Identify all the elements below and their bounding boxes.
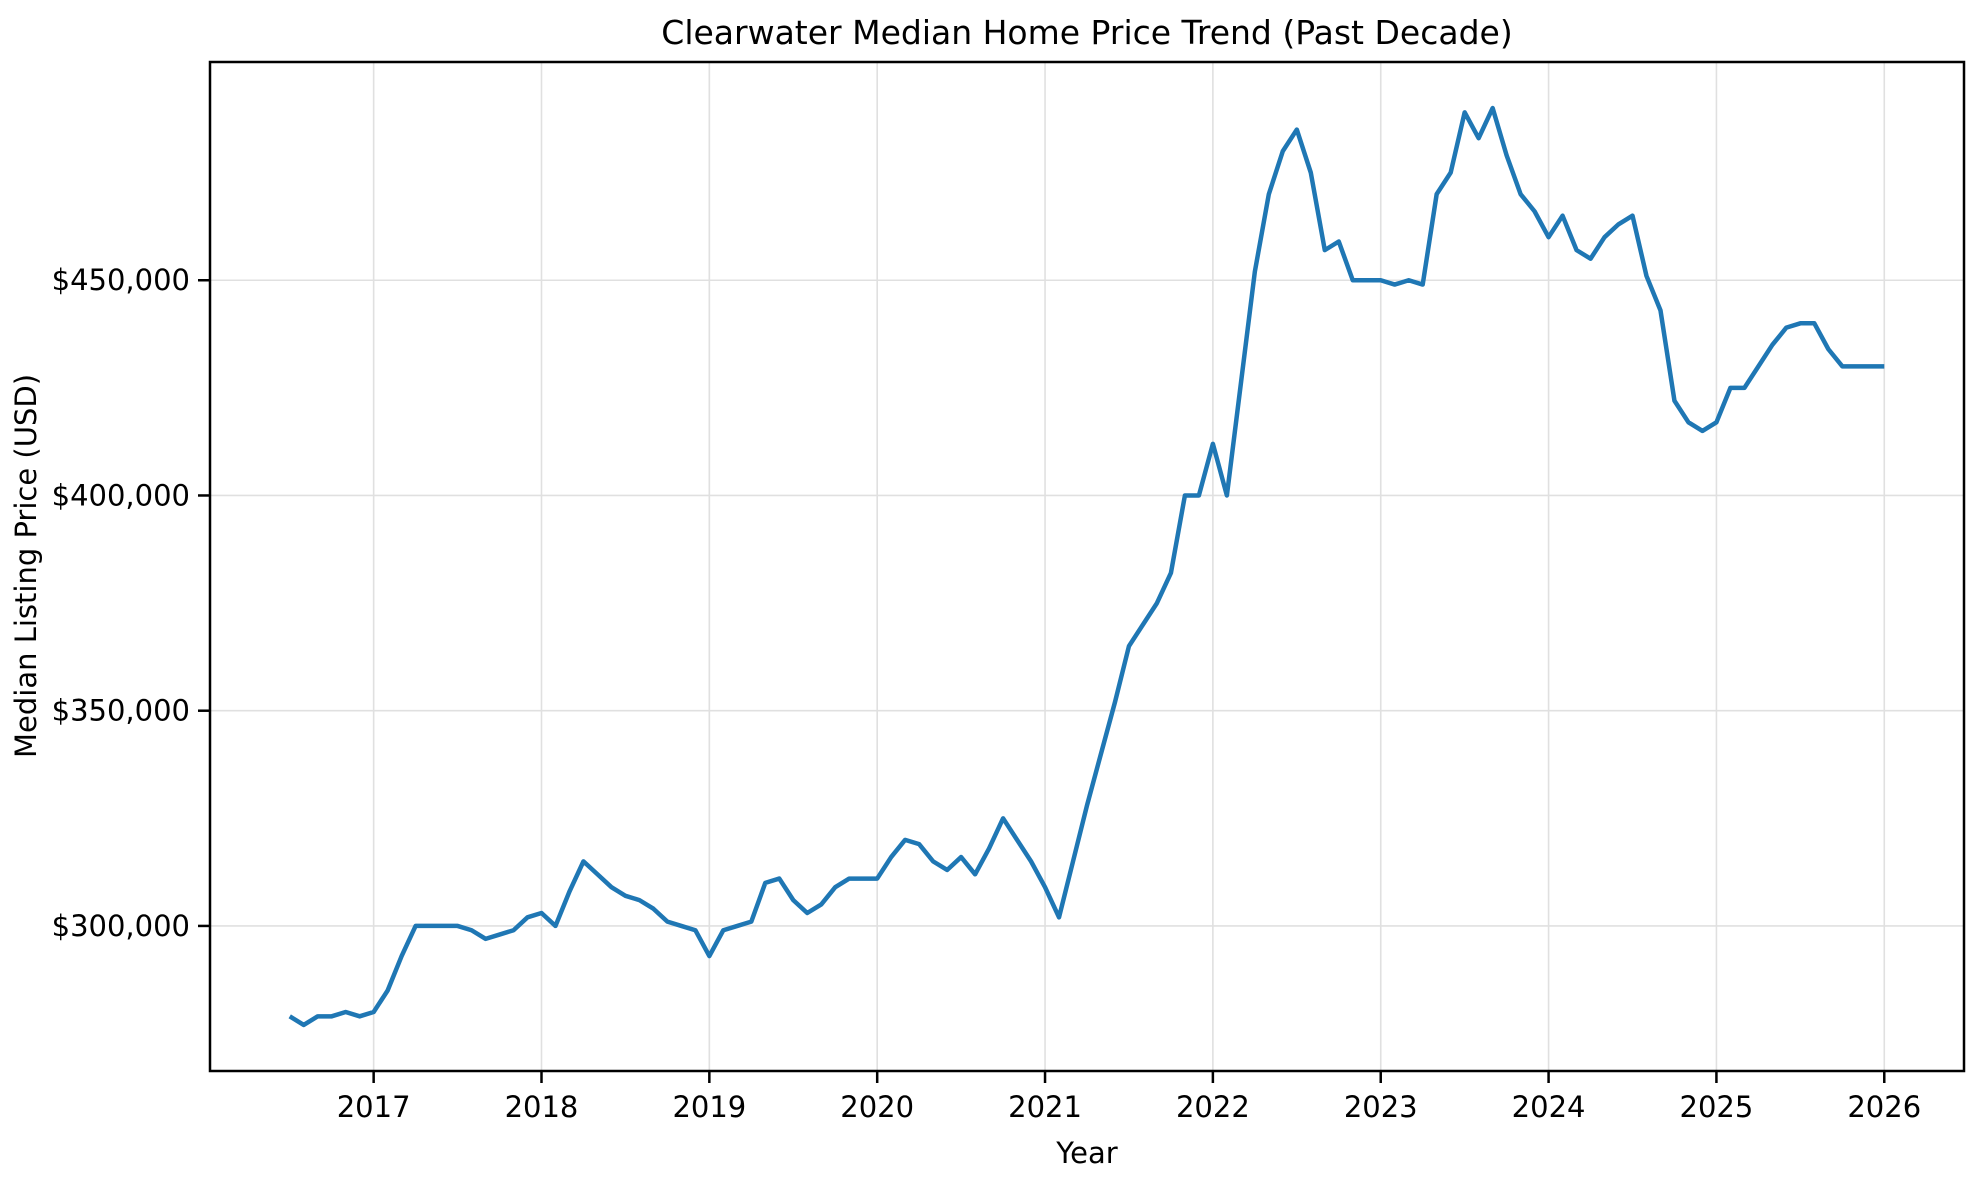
y-axis-label: Median Listing Price (USD) [9, 374, 43, 758]
chart-title: Clearwater Median Home Price Trend (Past… [661, 13, 1512, 52]
y-tick-label: $400,000 [52, 478, 190, 512]
x-tick-label: 2020 [840, 1090, 914, 1124]
y-tick-label: $350,000 [52, 694, 190, 728]
median-price-line [288, 105, 1885, 1028]
x-tick-label: 2018 [505, 1090, 579, 1124]
x-tick-label: 2017 [337, 1090, 411, 1124]
grid-layer [210, 62, 1964, 1071]
x-tick-label: 2025 [1680, 1090, 1754, 1124]
y-tick-label: $300,000 [52, 909, 190, 943]
axis-layer [198, 60, 1966, 1083]
price-line-layer [288, 105, 1885, 1028]
x-tick-label: 2024 [1512, 1090, 1586, 1124]
x-tick-label: 2023 [1344, 1090, 1418, 1124]
tick-label-layer: 2017 2018 2019 2020 2021 2022 2023 2024 2025 2026… [52, 263, 1922, 1124]
x-tick-label: 2019 [672, 1090, 746, 1124]
plot-border [208, 60, 1966, 1073]
x-tick-label: 2026 [1847, 1090, 1921, 1124]
x-tick-label: 2022 [1176, 1090, 1250, 1124]
y-tick-label: $450,000 [52, 263, 190, 297]
x-tick-label: 2021 [1008, 1090, 1082, 1124]
x-axis-label: Year [1055, 1136, 1117, 1170]
